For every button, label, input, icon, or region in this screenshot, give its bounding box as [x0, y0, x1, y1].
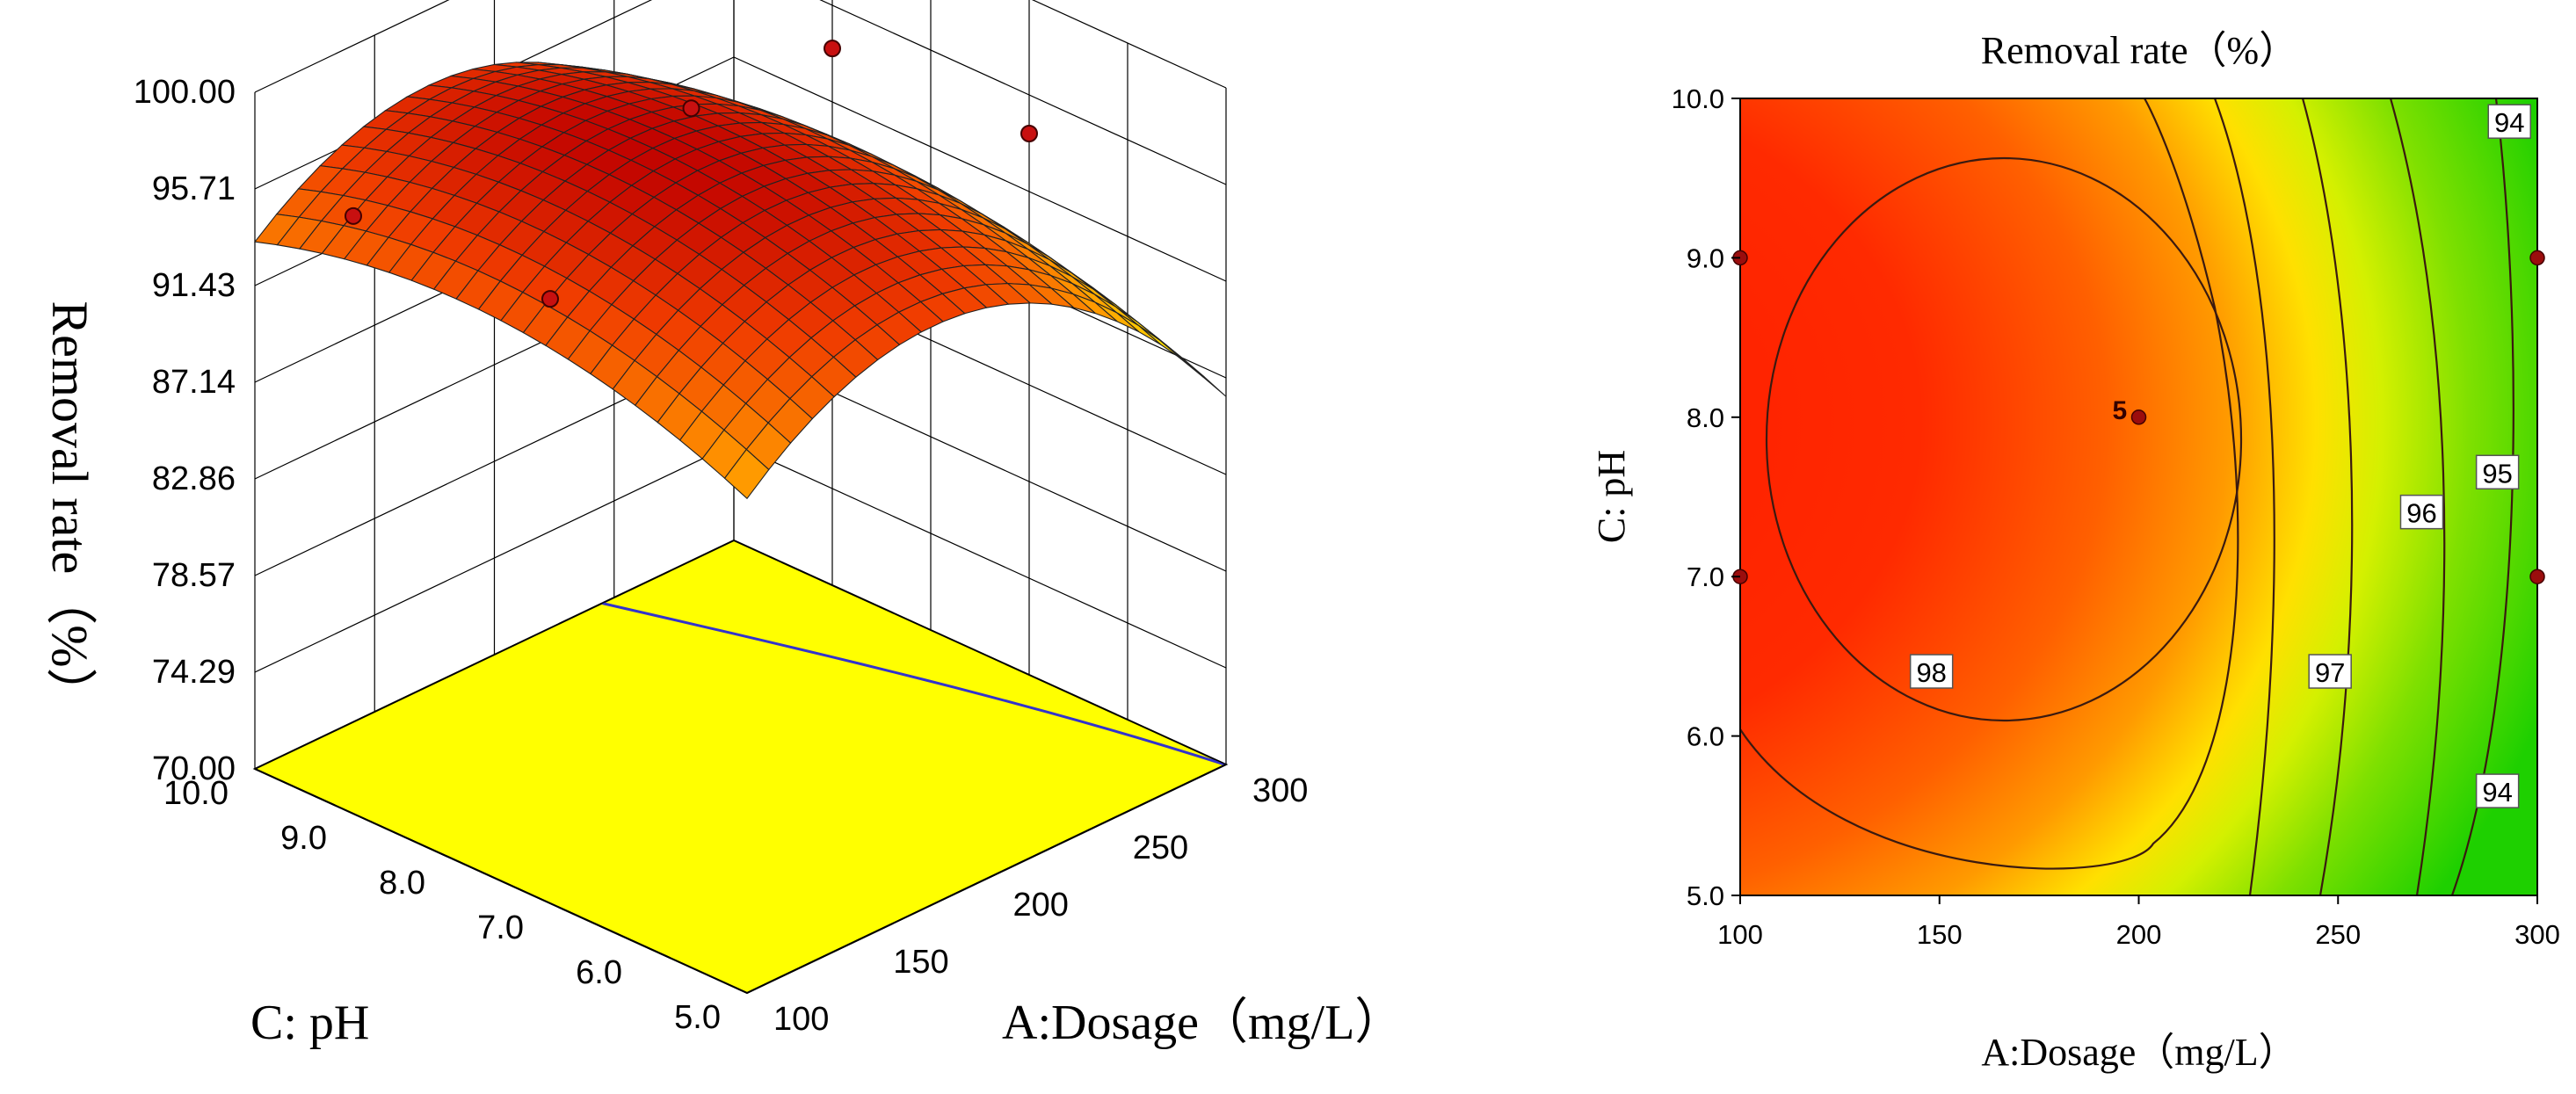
surface-xlabel: A:Dosage（mg/L）	[1002, 996, 1404, 1050]
contour-label-box	[2487, 104, 2532, 139]
contour-label-box	[2475, 454, 2520, 490]
surface-design-point	[682, 99, 700, 118]
surface-design-point	[345, 206, 362, 225]
contour-y-tick-label: 10.0	[1672, 83, 1724, 114]
y-axis-edge	[254, 768, 748, 994]
contour-xlabel: A:Dosage（mg/L）	[1981, 1031, 2297, 1074]
contour-y-tick-label: 6.0	[1687, 721, 1724, 752]
contour-line-98	[1765, 156, 2243, 722]
contour-y-tick-label: 9.0	[1687, 243, 1724, 273]
contour-label-text: 96	[2406, 498, 2436, 529]
contour-label-box	[2475, 773, 2520, 808]
z-tick-label: 78.57	[152, 557, 236, 594]
contour-label-text: 95	[2482, 458, 2512, 489]
contour-x-tick-label: 200	[2116, 919, 2162, 950]
z-tick-label: 95.71	[152, 170, 236, 207]
surface-design-point	[1020, 125, 1038, 142]
contour-x-tick-label: 100	[1717, 919, 1763, 950]
z-tick-label: 100.00	[134, 74, 236, 111]
x-tick-label: 250	[1133, 830, 1188, 866]
contour-value-label: 97	[2308, 654, 2352, 689]
contour-y-tick-label: 8.0	[1687, 402, 1724, 433]
contour-line-97b	[2213, 98, 2275, 895]
z-tick-label: 70.00	[152, 750, 236, 787]
surface-floor	[252, 539, 1229, 995]
contour-value-label: 95	[2475, 454, 2520, 490]
surface-cell	[1116, 312, 1162, 345]
y-tick-label: 5.0	[674, 999, 721, 1036]
x-axis-edge	[746, 764, 1227, 994]
contour-value-label: 98	[1909, 654, 1954, 689]
x-tick-label: 100	[773, 1001, 829, 1038]
z-tick-label: 82.86	[152, 460, 236, 497]
contour-label-text: 94	[2482, 777, 2512, 808]
contour-label-text: 97	[2315, 657, 2345, 688]
contour-y-tick-label: 7.0	[1687, 561, 1724, 592]
contour-design-point	[2529, 250, 2545, 266]
contour-label-text: 94	[2494, 107, 2524, 138]
surface-zlabel: Removal rate（%）	[41, 301, 98, 718]
z-tick-label: 87.14	[152, 364, 236, 401]
contour-label-box	[2308, 654, 2352, 689]
contour-ylabel: C: pH	[1590, 450, 1633, 543]
contour-line-95	[2389, 98, 2446, 895]
x-tick-label: 150	[893, 944, 948, 981]
z-grid-line	[254, 0, 1227, 93]
contour-y-tick-label: 5.0	[1687, 880, 1724, 911]
contour-x-tick-label: 150	[1917, 919, 1963, 950]
contour-x-tick-label: 250	[2315, 919, 2361, 950]
y-tick-label: 7.0	[477, 909, 524, 946]
contour-x-tick-label: 300	[2514, 919, 2560, 950]
contour-line-97a	[1740, 98, 2239, 870]
contour-label-box	[2399, 494, 2444, 530]
x-tick-label: 200	[1013, 887, 1069, 924]
contour-lines	[1740, 98, 2514, 895]
surface-design-point	[824, 40, 841, 58]
y-tick-label: 9.0	[280, 820, 327, 857]
contour-chart: 94 95 96 97 98 94 5 100 150 200 250 300 5.0 6.0 7.0 8…	[1590, 29, 2560, 1074]
contour-design-point	[2130, 409, 2147, 425]
contour-label-box	[1909, 654, 1954, 689]
contour-line-96	[2301, 98, 2354, 895]
contour-label-text: 98	[1916, 657, 1946, 688]
surface-cell	[723, 448, 770, 500]
contour-title: Removal rate（%）	[1981, 29, 2297, 72]
y-tick-label: 6.0	[576, 954, 622, 991]
x-tick-label: 300	[1252, 772, 1308, 809]
y-tick-label: 8.0	[379, 865, 425, 902]
z-tick-label: 91.43	[152, 267, 236, 304]
contour-value-label: 96	[2399, 494, 2444, 530]
surface-ylabel: C: pH	[250, 996, 369, 1050]
contour-value-label: 94	[2475, 773, 2520, 808]
y-tick-label: 10.0	[163, 775, 229, 812]
contour-value-label: 94	[2487, 104, 2532, 139]
design-point-count-label: 5	[2113, 396, 2128, 425]
surface-design-point	[541, 290, 559, 308]
floor-contour-line	[601, 602, 1226, 766]
z-tick-label: 74.29	[152, 654, 236, 691]
contour-design-point	[2529, 569, 2545, 584]
surface-3d-chart: 100.00 95.71 91.43 87.14 82.86 78.57 74.29 70.0…	[41, 0, 1404, 1050]
